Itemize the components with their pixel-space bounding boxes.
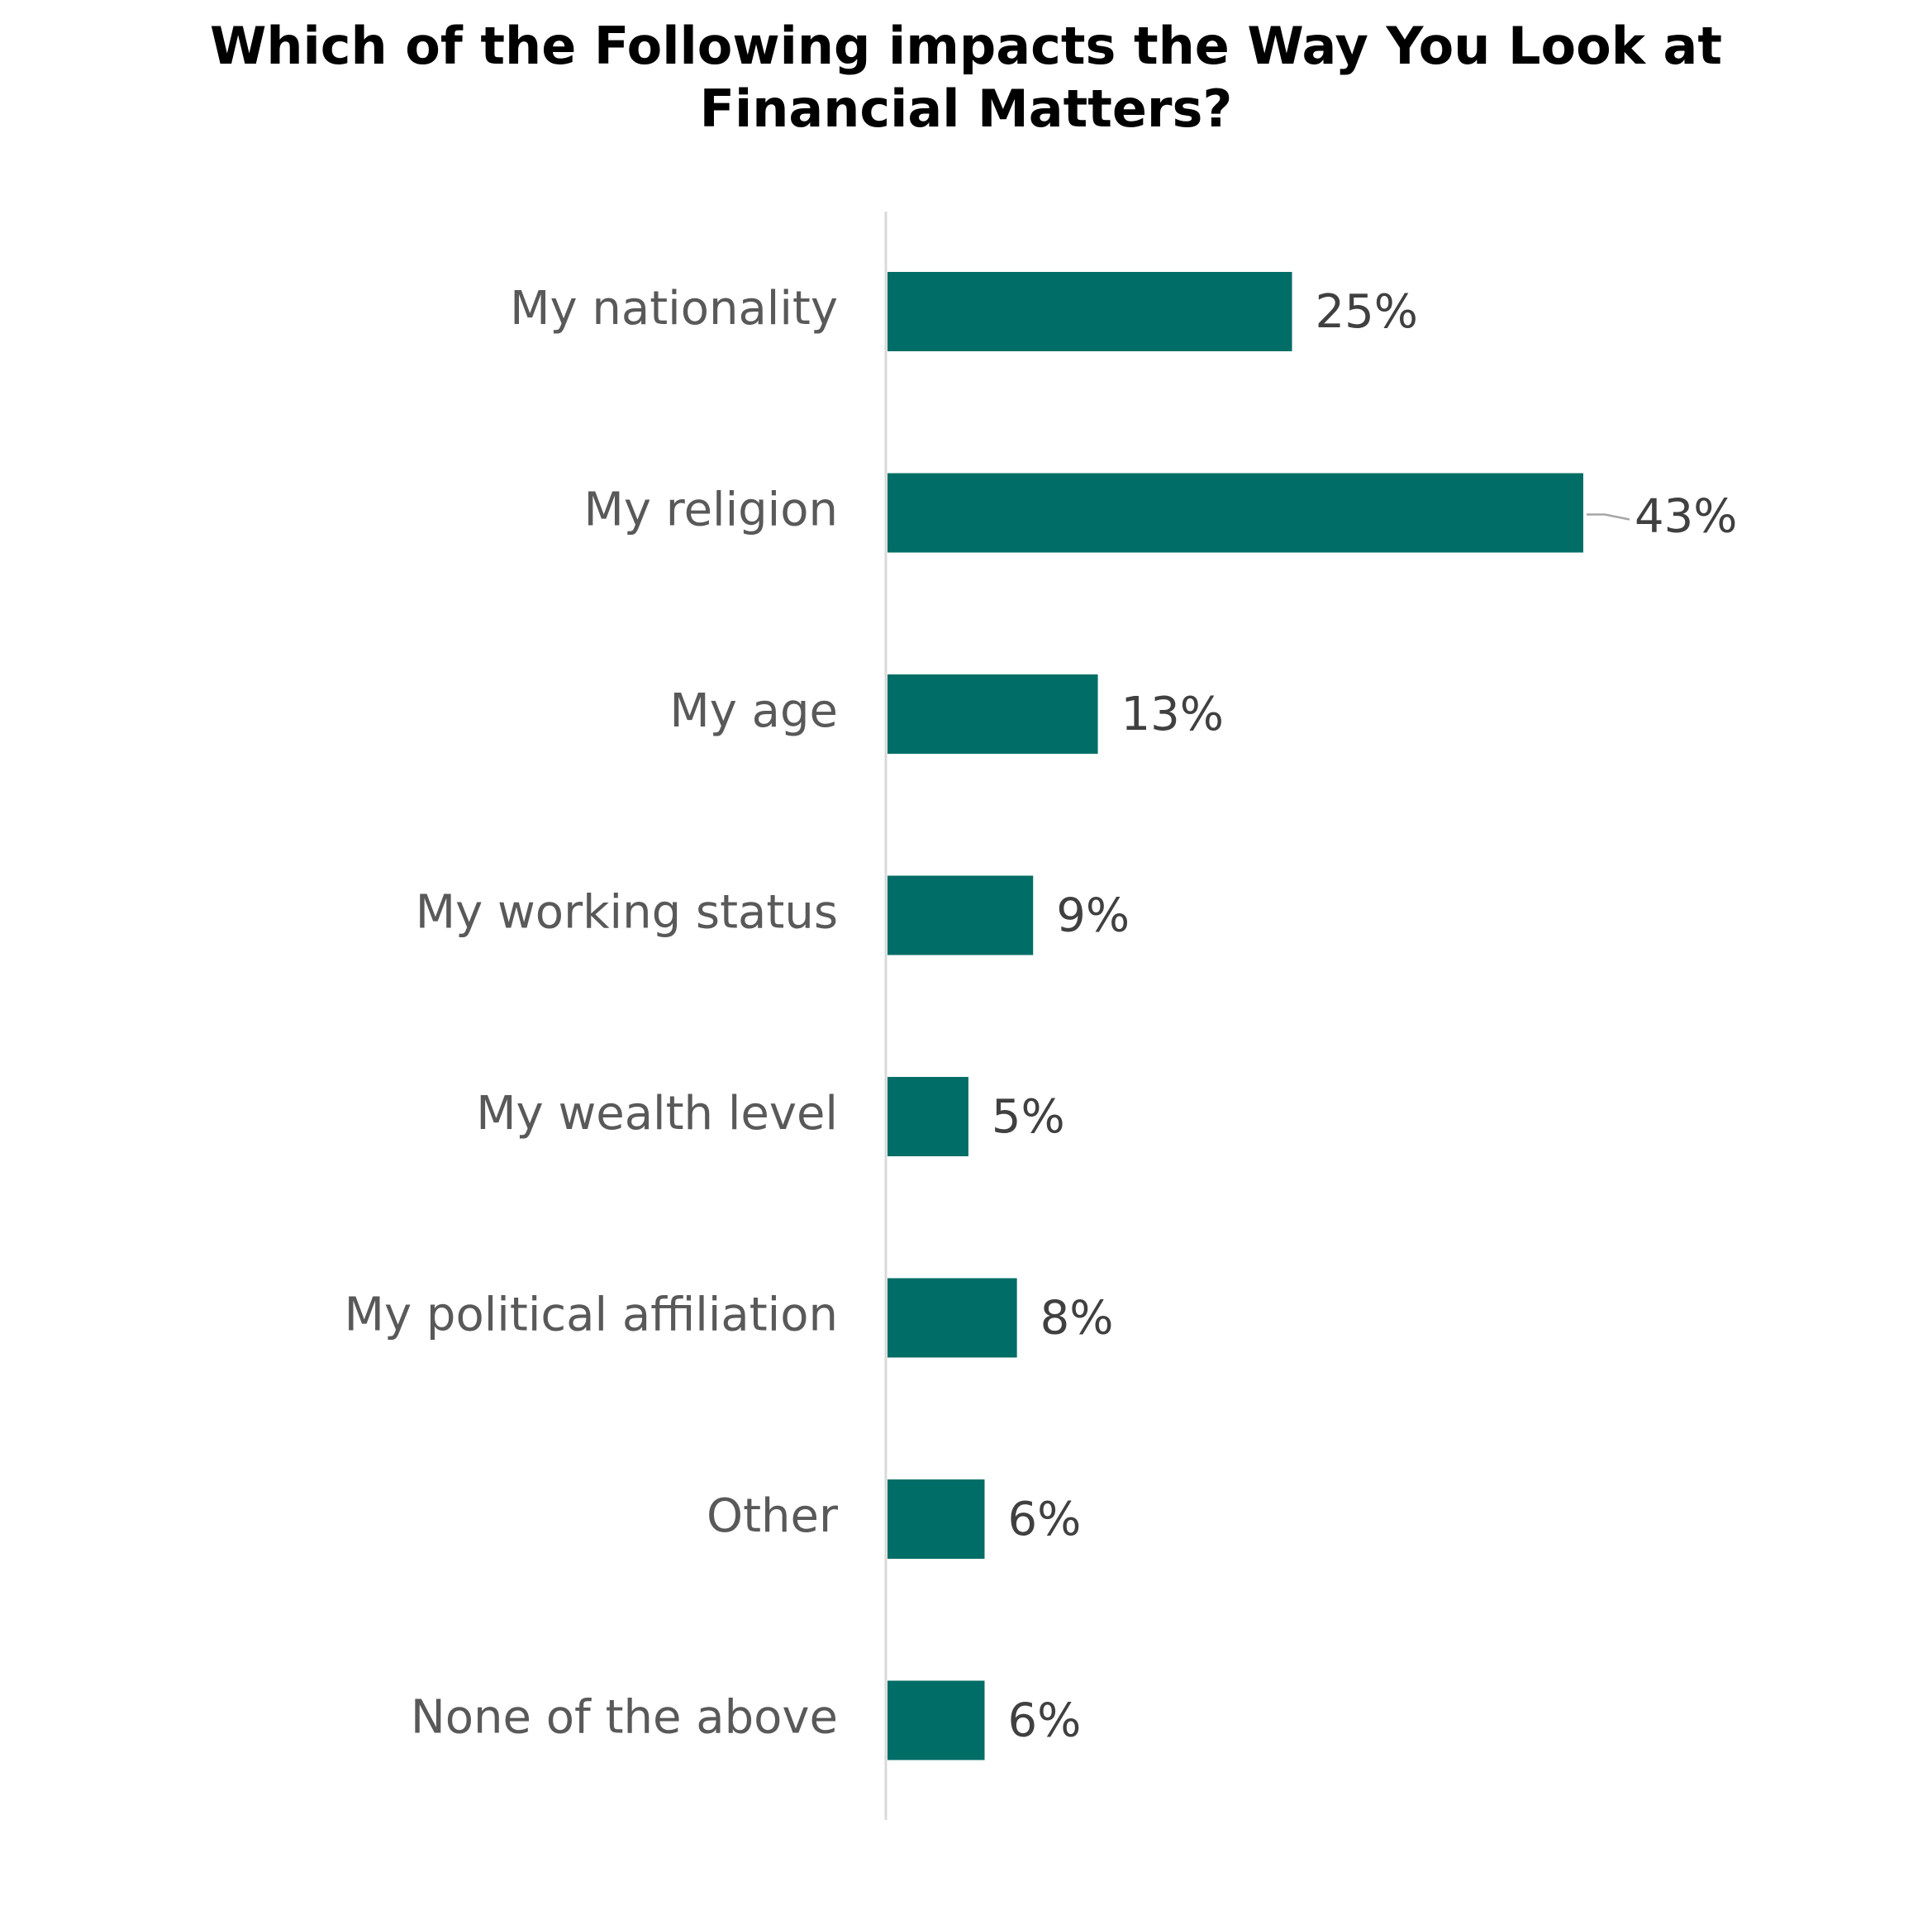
category-label: Other [707,1489,839,1543]
data-label: 25% [1316,285,1418,339]
bar [887,1479,985,1559]
chart-title: Which of the Following impacts the Way Y… [140,15,1792,141]
bar [887,1077,968,1156]
category-label: My religion [584,484,838,537]
category-label: My wealth level [476,1087,838,1141]
bar [887,1680,985,1760]
category-label: My nationality [510,282,838,336]
category-label: My political affiliation [345,1289,838,1342]
category-label: None of the above [411,1691,838,1745]
category-label: My working status [416,886,838,940]
chart-title-line-2: Financial Matters? [699,79,1233,139]
data-label-leader-line [1587,513,1630,521]
data-label: 13% [1121,688,1224,741]
data-label: 6% [1007,1493,1081,1546]
bar [887,473,1583,553]
data-label: 8% [1040,1292,1114,1346]
bar [887,272,1292,351]
data-label: 5% [992,1090,1065,1144]
data-label: 43% [1635,490,1737,544]
bar [887,674,1098,754]
category-label: My age [669,684,838,738]
bar [887,1278,1017,1358]
bar [887,875,1034,955]
data-label: 9% [1056,889,1130,943]
chart-title-line-1: Which of the Following impacts the Way Y… [210,16,1722,76]
data-label: 6% [1007,1694,1081,1748]
